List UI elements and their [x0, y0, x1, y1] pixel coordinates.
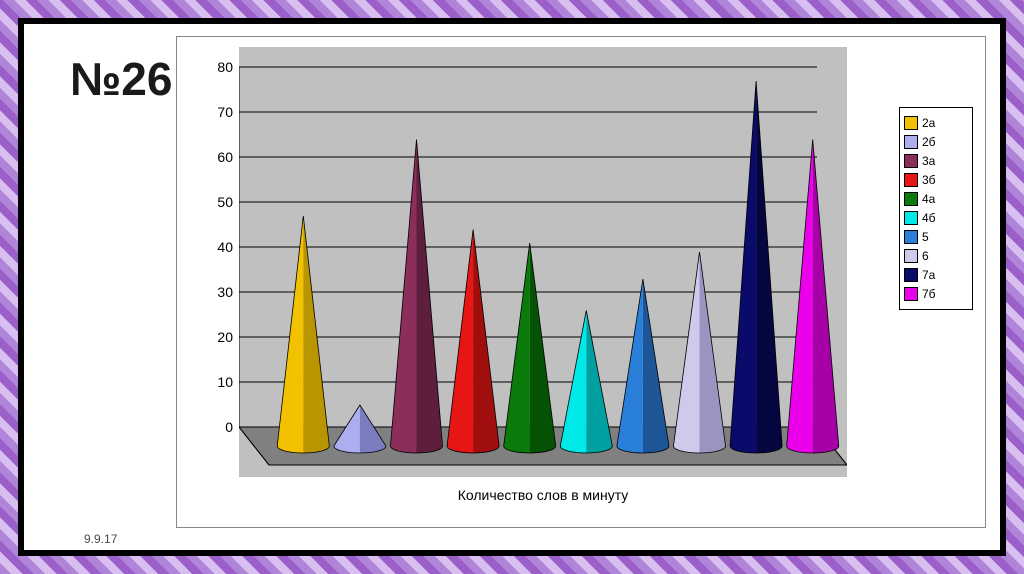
- decorative-frame: №26 9.9.17 0 10 20 30 40 50 60 70 80 Количество …: [0, 0, 1024, 574]
- legend-swatch: [904, 211, 918, 225]
- page-title: №26: [70, 52, 172, 106]
- legend-swatch: [904, 116, 918, 130]
- chart-svg: [239, 47, 847, 477]
- y-tick-label: 60: [217, 149, 233, 165]
- plot-area: [239, 47, 847, 477]
- legend-item: 2а: [904, 115, 968, 131]
- legend-label: 3б: [922, 173, 936, 187]
- x-axis-label: Количество слов в минуту: [239, 487, 847, 503]
- legend-item: 7б: [904, 286, 968, 302]
- legend-label: 7а: [922, 268, 935, 282]
- cone-series: [617, 279, 669, 453]
- cone-series: [730, 81, 782, 453]
- legend-swatch: [904, 230, 918, 244]
- legend-item: 3а: [904, 153, 968, 169]
- legend-item: 4а: [904, 191, 968, 207]
- legend-item: 4б: [904, 210, 968, 226]
- y-tick-label: 30: [217, 284, 233, 300]
- legend-label: 7б: [922, 287, 936, 301]
- legend-label: 2б: [922, 135, 936, 149]
- cone-series: [447, 230, 499, 454]
- cone-series: [277, 216, 329, 453]
- chart-container: 0 10 20 30 40 50 60 70 80 Количество слов в мину…: [176, 36, 986, 528]
- legend-label: 6: [922, 249, 929, 263]
- legend-item: 3б: [904, 172, 968, 188]
- legend-swatch: [904, 287, 918, 301]
- y-tick-label: 40: [217, 239, 233, 255]
- legend-swatch: [904, 268, 918, 282]
- y-tick-label: 50: [217, 194, 233, 210]
- legend-swatch: [904, 173, 918, 187]
- y-tick-label: 0: [225, 419, 233, 435]
- legend-item: 7а: [904, 267, 968, 283]
- legend-swatch: [904, 135, 918, 149]
- y-tick-label: 10: [217, 374, 233, 390]
- date-stamp: 9.9.17: [84, 532, 117, 546]
- y-tick-label: 70: [217, 104, 233, 120]
- cone-series: [390, 140, 442, 454]
- legend-label: 4б: [922, 211, 936, 225]
- legend-label: 2а: [922, 116, 935, 130]
- legend-swatch: [904, 192, 918, 206]
- y-tick-label: 20: [217, 329, 233, 345]
- legend: 2а 2б 3а 3б 4а 4б 5 6 7а 7б: [899, 107, 973, 310]
- legend-item: 6: [904, 248, 968, 264]
- cone-series: [504, 243, 556, 453]
- legend-label: 5: [922, 230, 929, 244]
- legend-swatch: [904, 249, 918, 263]
- legend-item: 5: [904, 229, 968, 245]
- cone-series: [673, 252, 725, 453]
- y-axis: 0 10 20 30 40 50 60 70 80: [177, 47, 239, 477]
- cone-series: [787, 140, 839, 454]
- slide-canvas: №26 9.9.17 0 10 20 30 40 50 60 70 80 Количество …: [18, 18, 1006, 556]
- legend-label: 3а: [922, 154, 935, 168]
- legend-label: 4а: [922, 192, 935, 206]
- y-tick-label: 80: [217, 59, 233, 75]
- legend-swatch: [904, 154, 918, 168]
- legend-item: 2б: [904, 134, 968, 150]
